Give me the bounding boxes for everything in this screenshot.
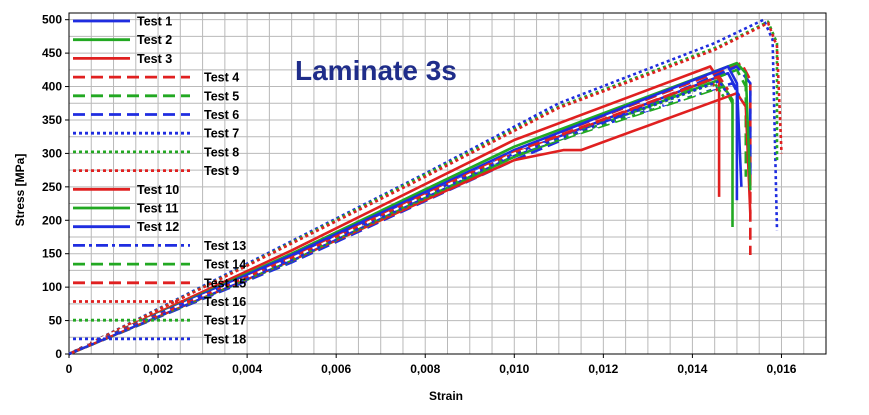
plot-area xyxy=(68,12,827,355)
y-tick-label: 450 xyxy=(42,46,62,60)
y-tick-label: 100 xyxy=(42,280,62,294)
legend-label-16: Test 16 xyxy=(204,295,246,309)
y-axis: 0 50 100 150 200 250 300 350 400 450 500 xyxy=(42,13,69,361)
y-tick-label: 200 xyxy=(42,213,62,227)
x-axis-label: Strain xyxy=(429,389,463,403)
y-tick-label: 150 xyxy=(42,247,62,261)
x-axis: 0 0,002 0,004 0,006 0,008 0,010 0,012 0,014 0,01… xyxy=(66,354,797,376)
legend-label-5: Test 5 xyxy=(204,89,239,103)
y-tick-label: 500 xyxy=(42,13,62,27)
x-tick-label: 0,002 xyxy=(143,362,173,376)
series-line-9 xyxy=(68,21,783,356)
legend-label-12: Test 12 xyxy=(137,220,179,234)
chart-title: Laminate 3s xyxy=(295,55,457,86)
legend-label-6: Test 6 xyxy=(204,108,239,122)
series-line-18 xyxy=(68,79,730,356)
y-tick-label: 0 xyxy=(55,347,62,361)
legend-label-15: Test 15 xyxy=(204,276,246,290)
legend-label-14: Test 14 xyxy=(204,258,246,272)
y-tick-label: 350 xyxy=(42,113,62,127)
legend-label-7: Test 7 xyxy=(204,127,239,141)
series-line-12 xyxy=(68,65,743,356)
x-tick-label: 0,010 xyxy=(499,362,529,376)
series-layer xyxy=(68,18,783,356)
x-tick-label: 0,006 xyxy=(321,362,351,376)
x-tick-label: 0,004 xyxy=(232,362,262,376)
y-tick-label: 50 xyxy=(49,314,63,328)
y-tick-label: 300 xyxy=(42,146,62,160)
legend-label-11: Test 11 xyxy=(137,202,179,216)
x-tick-label: 0,014 xyxy=(677,362,707,376)
x-tick-label: 0,016 xyxy=(766,362,796,376)
y-axis-label: Stress [MPa] xyxy=(13,154,27,227)
legend-label-13: Test 13 xyxy=(204,239,246,253)
y-tick-label: 400 xyxy=(42,80,62,94)
x-tick-label: 0 xyxy=(66,362,73,376)
legend-label-1: Test 1 xyxy=(137,15,172,29)
x-tick-label: 0,012 xyxy=(588,362,618,376)
legend: Test 1 Test 2 Test 3 Test 4 Test 5 Test 6 Test… xyxy=(73,15,246,346)
legend-label-9: Test 9 xyxy=(204,164,239,178)
x-tick-label: 0,008 xyxy=(410,362,440,376)
legend-label-17: Test 17 xyxy=(204,314,246,328)
legend-label-8: Test 8 xyxy=(204,145,239,159)
legend-label-3: Test 3 xyxy=(137,52,172,66)
legend-label-2: Test 2 xyxy=(137,33,172,47)
legend-label-4: Test 4 xyxy=(204,71,239,85)
legend-label-18: Test 18 xyxy=(204,332,246,346)
legend-label-10: Test 10 xyxy=(137,183,179,197)
y-tick-label: 250 xyxy=(42,180,62,194)
